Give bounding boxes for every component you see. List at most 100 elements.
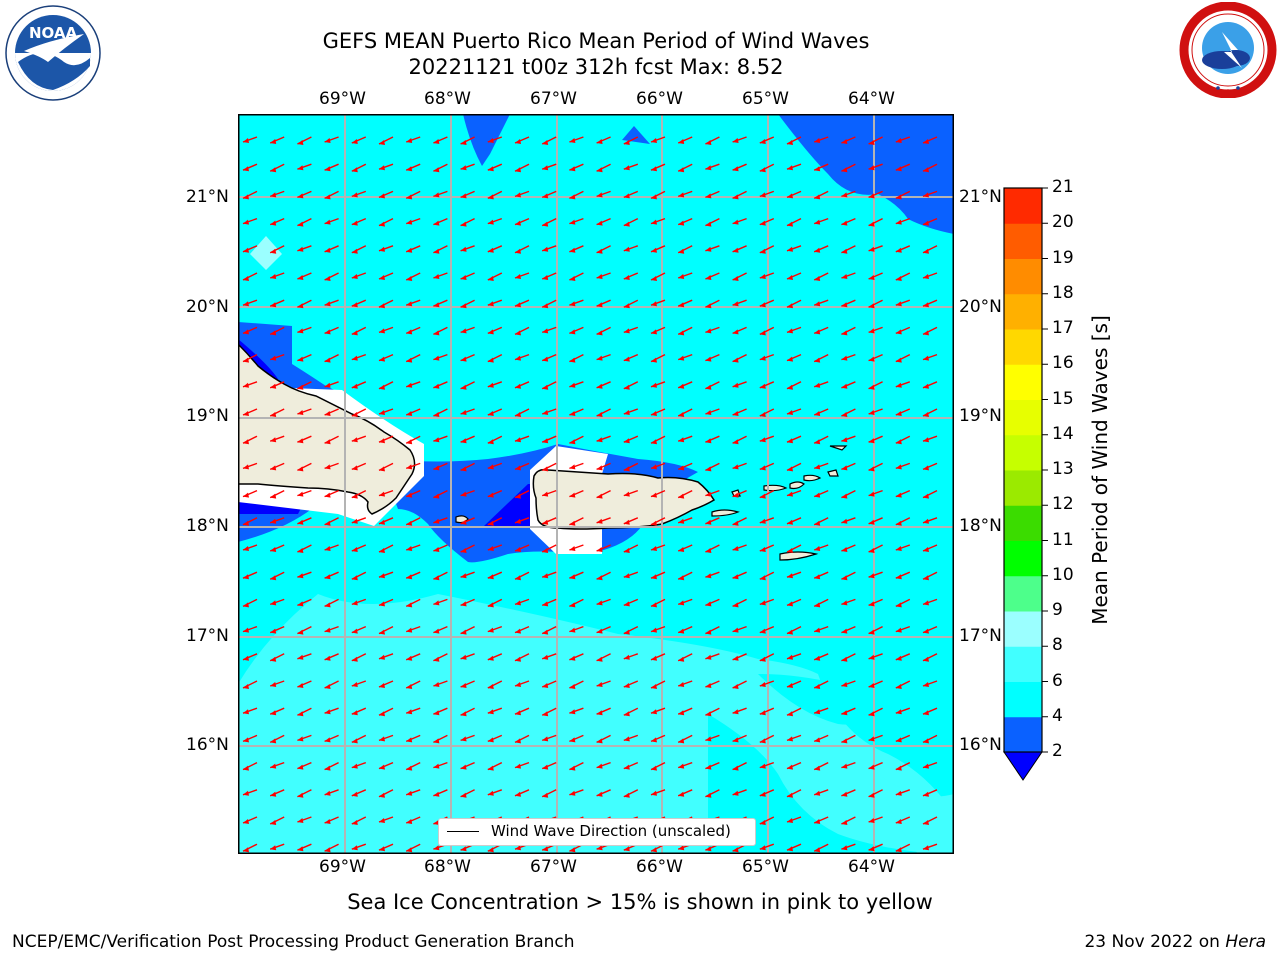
wave-direction-arrow: [405, 761, 421, 771]
wave-direction-arrow: [759, 408, 775, 417]
wave-direction-arrow: [405, 571, 421, 580]
wave-direction-arrow: [705, 217, 720, 227]
wave-direction-arrow: [596, 163, 611, 173]
wave-direction-arrow: [378, 353, 394, 362]
wave-direction-arrow: [650, 245, 666, 253]
wave-direction-arrow: [650, 625, 666, 633]
wave-direction-arrow: [351, 245, 367, 254]
chart-title: GEFS MEAN Puerto Rico Mean Period of Win…: [322, 29, 870, 53]
wave-direction-arrow: [324, 571, 339, 580]
wave-direction-arrow: [650, 408, 666, 416]
wave-direction-arrow: [705, 571, 720, 579]
wave-direction-arrow: [732, 734, 747, 743]
wave-direction-arrow: [705, 598, 720, 607]
wave-direction-arrow: [324, 707, 339, 715]
colorbar-tick-label: 4: [1052, 705, 1063, 726]
wave-direction-arrow: [868, 680, 883, 688]
wave-direction-arrow: [242, 462, 258, 470]
lat-label-left: 19°N: [186, 406, 229, 426]
wave-direction-arrow: [786, 190, 802, 199]
wave-direction-arrow: [596, 299, 611, 308]
wave-direction-arrow: [351, 272, 367, 279]
wave-direction-arrow: [269, 136, 285, 144]
wave-direction-arrow: [922, 462, 938, 471]
wave-direction-arrow: [705, 680, 720, 688]
wave-direction-arrow: [269, 299, 285, 308]
wave-direction-arrow: [922, 408, 938, 417]
wave-direction-arrow: [650, 653, 666, 661]
wave-direction-arrow: [841, 381, 856, 389]
wave-direction-arrow: [351, 517, 367, 524]
lat-label-right: 20°N: [959, 297, 1002, 317]
wave-direction-arrow: [677, 598, 693, 606]
wave-direction-arrow: [895, 734, 911, 743]
wave-direction-arrow: [297, 245, 312, 252]
wave-direction-arrow: [433, 789, 448, 797]
wave-direction-arrow: [269, 816, 285, 825]
wave-direction-arrow: [786, 381, 802, 390]
wave-direction-arrow: [541, 190, 557, 199]
wave-direction-arrow: [677, 326, 693, 336]
wind-wave-arrows: [242, 136, 938, 853]
wave-direction-arrow: [433, 217, 448, 226]
wave-direction-arrow: [569, 653, 584, 661]
wave-direction-arrow: [813, 353, 829, 363]
wave-direction-arrow: [650, 761, 666, 771]
wave-direction-arrow: [596, 272, 611, 279]
wave-direction-arrow: [596, 571, 611, 581]
map-panel[interactable]: Wind Wave Direction (unscaled): [238, 114, 954, 854]
wave-direction-arrow: [705, 190, 720, 199]
wave-direction-arrow: [732, 761, 747, 771]
lat-label-left: 21°N: [186, 187, 229, 207]
wave-direction-arrow: [405, 245, 421, 253]
wave-direction-arrow: [922, 761, 938, 769]
wave-direction-arrow: [677, 163, 693, 173]
wave-direction-arrow: [732, 326, 747, 335]
wave-direction-arrow: [596, 217, 611, 226]
wave-direction-arrow: [677, 217, 693, 226]
wave-direction-arrow: [813, 163, 829, 172]
wave-direction-arrow: [596, 408, 611, 417]
wave-direction-arrow: [541, 245, 557, 252]
wave-direction-arrow: [569, 680, 584, 689]
wave-direction-arrow: [759, 190, 775, 198]
vieques-island: [711, 509, 740, 517]
wave-direction-arrow: [868, 571, 883, 579]
wave-direction-arrow: [460, 435, 475, 444]
wave-direction-arrow: [895, 190, 911, 200]
wave-direction-arrow: [269, 462, 285, 471]
wave-direction-arrow: [759, 598, 775, 606]
wave-direction-arrow: [297, 163, 312, 171]
wave-direction-arrow: [269, 734, 285, 744]
wave-direction-arrow: [297, 598, 312, 607]
wave-direction-arrow: [242, 544, 258, 551]
wave-direction-arrow: [841, 353, 856, 361]
wave-direction-arrow: [922, 734, 938, 744]
wave-direction-arrow: [677, 462, 693, 471]
wave-direction-arrow: [732, 408, 747, 416]
colorbar-band: [1004, 470, 1042, 506]
wave-direction-arrow: [895, 653, 911, 661]
wave-direction-arrow: [623, 680, 639, 688]
wave-direction-arrow: [378, 680, 394, 688]
wave-direction-arrow: [868, 462, 883, 472]
wave-direction-arrow: [541, 598, 557, 607]
wave-direction-arrow: [569, 598, 584, 608]
wave-direction-arrow: [242, 489, 258, 498]
wave-direction-arrow: [922, 707, 938, 716]
wave-direction-arrow: [569, 625, 584, 633]
wave-direction-arrow: [242, 625, 258, 633]
period-contour-2: [463, 114, 510, 166]
wave-direction-arrow: [868, 408, 883, 415]
colorbar-tick-label: 6: [1052, 670, 1063, 691]
wave-direction-arrow: [269, 544, 285, 552]
wave-direction-arrow: [922, 245, 938, 254]
wave-direction-arrow: [378, 190, 394, 199]
wave-direction-arrow: [813, 653, 829, 661]
wave-direction-arrow: [596, 245, 611, 254]
wave-direction-arrow: [813, 136, 829, 143]
wave-direction-arrow: [596, 353, 611, 361]
wave-direction-arrow: [841, 598, 856, 606]
wave-direction-arrow: [677, 408, 693, 417]
wave-direction-arrow: [378, 734, 394, 742]
